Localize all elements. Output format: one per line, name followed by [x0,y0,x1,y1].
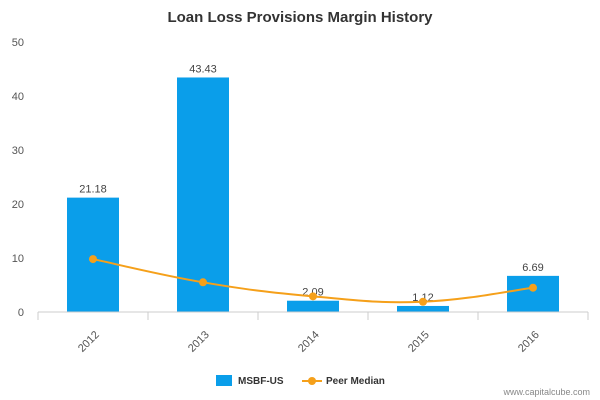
legend-label-bar: MSBF-US [238,376,284,387]
watermark: www.capitalcube.com [502,387,590,397]
x-tick-label: 2013 [186,329,212,355]
peer-median-point [199,278,207,287]
legend-label-line: Peer Median [326,376,385,387]
x-tick-label: 2012 [76,329,102,355]
x-axis: 2012 2013 2014 2015 2016 [37,312,589,355]
y-axis: 0 10 20 30 40 50 [12,37,24,319]
y-tick-label: 50 [12,37,24,49]
bar [67,197,119,312]
x-tick-label: 2015 [406,329,432,355]
x-tick-label: 2016 [516,329,542,355]
chart-title: Loan Loss Provisions Margin History [167,9,433,26]
y-tick-label: 20 [12,199,24,211]
legend-marker-line [308,377,316,385]
y-tick-label: 40 [12,91,24,103]
legend: MSBF-US Peer Median [216,375,385,387]
x-tick-label: 2014 [296,329,322,355]
bar-data-label: 21.18 [79,184,107,196]
bar-data-label: 6.69 [522,262,543,274]
bar-series [67,77,559,312]
peer-median-point [529,283,537,292]
peer-median-point [89,255,97,264]
peer-median-point [419,297,427,306]
y-tick-label: 10 [12,253,24,265]
line-series [89,255,537,306]
bar [507,275,559,312]
bar-data-label: 43.43 [189,63,217,75]
y-tick-label: 0 [18,307,24,319]
bar [397,305,449,312]
peer-median-point [309,292,317,301]
legend-swatch-bar [216,375,232,386]
y-tick-label: 30 [12,145,24,157]
bar [177,77,229,312]
bar [287,300,339,312]
